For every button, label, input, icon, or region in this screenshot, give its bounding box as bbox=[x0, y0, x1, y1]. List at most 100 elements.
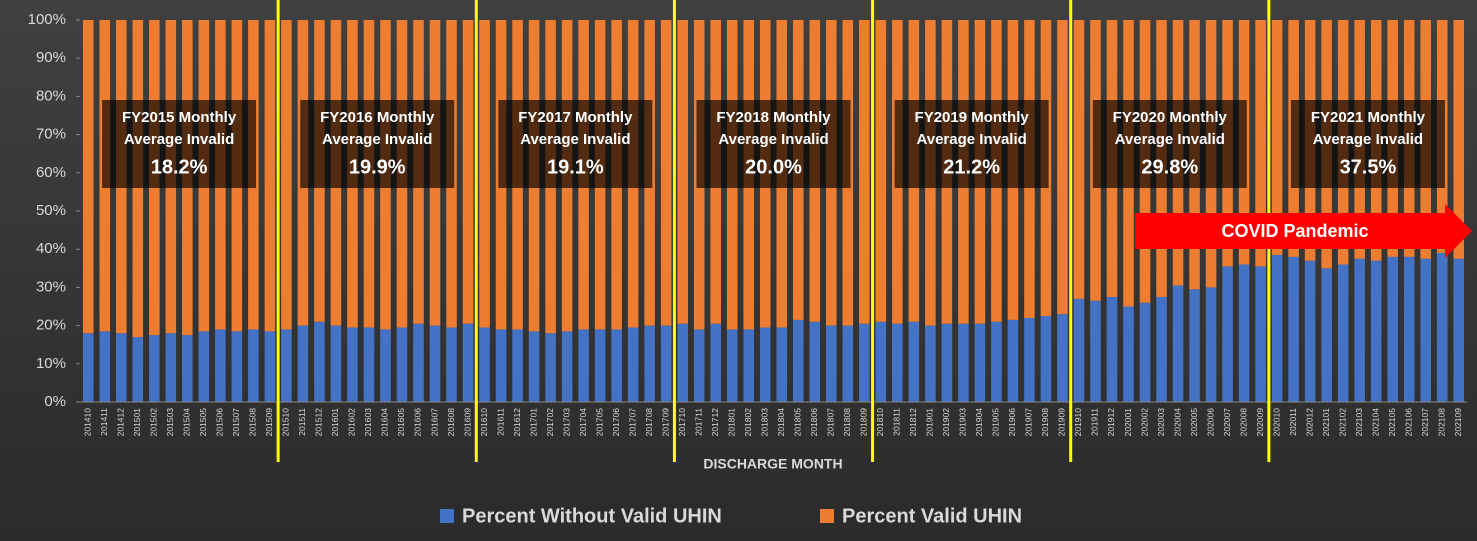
y-tick-label: 100% bbox=[28, 11, 66, 28]
bar-segment bbox=[677, 20, 688, 324]
bar-segment bbox=[347, 327, 358, 402]
x-tick-label: 202011 bbox=[1288, 408, 1298, 436]
x-tick-label: 201905 bbox=[991, 408, 1001, 437]
x-tick-label: 201907 bbox=[1024, 408, 1034, 437]
bar-segment bbox=[594, 329, 606, 402]
annotation-box bbox=[102, 100, 257, 188]
bar-segment bbox=[82, 20, 94, 334]
bar-segment bbox=[776, 327, 788, 402]
bar-segment bbox=[1436, 253, 1448, 402]
bar-segment bbox=[611, 329, 622, 402]
x-tick-label: 201502 bbox=[149, 408, 159, 437]
bar-segment bbox=[1337, 264, 1349, 402]
bar-segment bbox=[1205, 287, 1217, 402]
x-tick-label: 202108 bbox=[1436, 408, 1446, 437]
annotation-text: Average Invalid bbox=[1313, 131, 1423, 148]
bar-segment bbox=[1420, 258, 1432, 402]
x-tick-label: 201704 bbox=[578, 408, 588, 437]
x-tick-label: 201802 bbox=[743, 408, 753, 437]
x-tick-label: 201412 bbox=[116, 408, 126, 437]
x-tick-label: 201605 bbox=[396, 408, 406, 437]
annotation-text: Average Invalid bbox=[916, 131, 1026, 148]
bar-segment bbox=[512, 329, 523, 402]
bar-segment bbox=[677, 323, 688, 402]
x-tick-label: 201910 bbox=[1073, 408, 1083, 437]
bar-segment bbox=[479, 20, 490, 328]
bar-segment bbox=[842, 325, 854, 402]
x-tick-label: 201603 bbox=[363, 408, 373, 437]
annotation-box bbox=[1290, 100, 1445, 188]
y-tick-label: 50% bbox=[36, 202, 66, 219]
bar-segment bbox=[149, 335, 160, 402]
bar-segment bbox=[115, 333, 127, 402]
annotation-text: FY2021 Monthly bbox=[1311, 109, 1426, 126]
bar-segment bbox=[1453, 20, 1465, 259]
x-tick-label: 201512 bbox=[314, 408, 324, 437]
bar-segment bbox=[743, 329, 755, 402]
annotation-text: Average Invalid bbox=[1115, 131, 1225, 148]
annotation-text: FY2019 Monthly bbox=[915, 109, 1030, 126]
x-tick-label: 202005 bbox=[1189, 408, 1199, 437]
y-tick-label: 20% bbox=[36, 317, 66, 334]
x-tick-label: 201901 bbox=[925, 408, 935, 437]
bar-segment bbox=[1321, 268, 1332, 402]
annotation-box bbox=[696, 100, 851, 188]
bar-segment bbox=[792, 319, 804, 402]
x-tick-label: 202006 bbox=[1205, 408, 1215, 437]
bar-segment bbox=[545, 333, 556, 402]
x-tick-label: 201803 bbox=[759, 408, 769, 437]
bar-segment bbox=[413, 323, 424, 402]
x-tick-label: 201911 bbox=[1090, 408, 1100, 436]
x-tick-label: 202007 bbox=[1222, 408, 1232, 437]
x-tick-label: 201904 bbox=[974, 408, 984, 437]
bar-segment bbox=[1057, 314, 1068, 402]
bar-segment bbox=[941, 323, 953, 402]
bar-segment bbox=[182, 335, 193, 402]
bar-segment bbox=[380, 329, 391, 402]
x-tick-label: 201609 bbox=[462, 408, 472, 437]
bar-segment bbox=[892, 323, 903, 402]
x-tick-label: 201607 bbox=[429, 408, 439, 437]
x-tick-label: 201506 bbox=[215, 408, 225, 437]
bar-segment bbox=[859, 20, 870, 324]
x-tick-label: 201608 bbox=[446, 408, 456, 437]
x-tick-label: 201610 bbox=[479, 408, 489, 437]
bar-segment bbox=[363, 327, 375, 402]
bar-segment bbox=[264, 20, 276, 332]
x-tick-label: 201505 bbox=[198, 408, 208, 437]
bar-segment bbox=[1453, 258, 1465, 402]
x-tick-label: 201511 bbox=[297, 408, 307, 436]
bar-segment bbox=[1189, 289, 1200, 402]
x-tick-label: 202109 bbox=[1453, 408, 1463, 437]
annotation-value: 20.0% bbox=[745, 156, 802, 178]
annotation-text: Average Invalid bbox=[124, 131, 234, 148]
annotation-text: FY2020 Monthly bbox=[1113, 109, 1228, 126]
x-tick-label: 201706 bbox=[611, 408, 621, 437]
annotation-box bbox=[1092, 100, 1247, 188]
x-axis-label: DISCHARGE MONTH bbox=[703, 456, 842, 472]
bar-segment bbox=[1156, 296, 1167, 402]
x-tick-label: 201604 bbox=[380, 408, 390, 437]
x-tick-label: 202009 bbox=[1255, 408, 1265, 437]
bar-segment bbox=[314, 321, 325, 402]
bar-segment bbox=[429, 325, 441, 402]
bar-segment bbox=[264, 331, 276, 402]
bar-segment bbox=[974, 323, 986, 402]
x-tick-label: 202104 bbox=[1370, 408, 1380, 437]
bar-segment bbox=[1123, 306, 1134, 402]
annotation-text: Average Invalid bbox=[718, 131, 828, 148]
bar-segment bbox=[215, 329, 226, 402]
annotation-text: FY2016 Monthly bbox=[320, 109, 435, 126]
bar-segment bbox=[826, 325, 837, 402]
x-tick-label: 202002 bbox=[1139, 408, 1149, 437]
bar-segment bbox=[281, 20, 292, 330]
bar-segment bbox=[281, 329, 292, 402]
bar-segment bbox=[1090, 300, 1101, 402]
x-tick-label: 201509 bbox=[264, 408, 274, 437]
bar-segment bbox=[627, 327, 639, 402]
x-tick-label: 201912 bbox=[1106, 408, 1116, 437]
annotation-box bbox=[300, 100, 455, 188]
y-tick-label: 30% bbox=[36, 278, 66, 295]
bar-segment bbox=[958, 323, 969, 402]
x-tick-label: 201909 bbox=[1057, 408, 1067, 437]
